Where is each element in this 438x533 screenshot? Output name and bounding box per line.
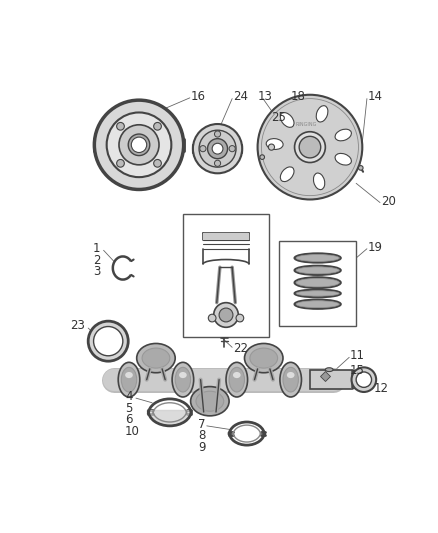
- Ellipse shape: [294, 277, 341, 288]
- Text: 16: 16: [191, 90, 205, 103]
- Text: 22: 22: [233, 342, 248, 356]
- Ellipse shape: [244, 343, 283, 373]
- Text: 19: 19: [367, 241, 383, 254]
- Text: 12: 12: [374, 382, 389, 395]
- Text: 13: 13: [258, 90, 272, 103]
- Circle shape: [212, 143, 223, 154]
- Ellipse shape: [287, 372, 294, 378]
- Ellipse shape: [294, 253, 341, 263]
- Ellipse shape: [314, 173, 325, 190]
- Text: 9: 9: [198, 441, 206, 454]
- Polygon shape: [352, 370, 364, 389]
- Ellipse shape: [283, 367, 298, 392]
- Bar: [183, 214, 269, 337]
- Text: 25: 25: [272, 111, 286, 124]
- Circle shape: [88, 321, 128, 361]
- Ellipse shape: [175, 367, 191, 392]
- Circle shape: [219, 308, 233, 322]
- Ellipse shape: [296, 278, 339, 287]
- Ellipse shape: [294, 265, 341, 275]
- Circle shape: [94, 100, 184, 189]
- Ellipse shape: [296, 267, 339, 274]
- Ellipse shape: [196, 391, 224, 411]
- Ellipse shape: [296, 290, 339, 296]
- Text: 14: 14: [367, 90, 383, 103]
- Circle shape: [260, 155, 265, 159]
- Polygon shape: [148, 410, 191, 426]
- Ellipse shape: [125, 372, 133, 378]
- Ellipse shape: [137, 343, 175, 373]
- Text: 4: 4: [125, 390, 133, 403]
- Circle shape: [356, 372, 371, 387]
- Circle shape: [107, 112, 171, 177]
- Circle shape: [193, 124, 242, 173]
- Circle shape: [215, 131, 221, 137]
- Circle shape: [128, 134, 150, 156]
- Circle shape: [358, 166, 363, 170]
- Text: 10: 10: [125, 425, 140, 438]
- Ellipse shape: [325, 368, 333, 372]
- Ellipse shape: [233, 372, 240, 378]
- Circle shape: [215, 160, 221, 166]
- Circle shape: [258, 95, 362, 199]
- Text: 23: 23: [70, 319, 85, 332]
- Bar: [279, 241, 356, 326]
- Text: 11: 11: [350, 349, 365, 361]
- Ellipse shape: [296, 255, 339, 262]
- Circle shape: [208, 314, 216, 322]
- Text: 7: 7: [198, 418, 206, 431]
- Text: 15: 15: [350, 364, 365, 377]
- Text: 8: 8: [198, 430, 206, 442]
- Circle shape: [154, 159, 161, 167]
- Circle shape: [236, 314, 244, 322]
- Circle shape: [119, 125, 159, 165]
- Ellipse shape: [226, 362, 247, 397]
- Circle shape: [268, 144, 275, 150]
- Ellipse shape: [294, 300, 341, 309]
- Bar: [203, 233, 249, 239]
- Text: 5: 5: [125, 402, 133, 415]
- Ellipse shape: [280, 167, 294, 182]
- Text: 18: 18: [291, 90, 306, 103]
- Text: 24: 24: [233, 90, 248, 103]
- Text: 3: 3: [93, 265, 100, 278]
- Ellipse shape: [296, 301, 339, 308]
- Circle shape: [154, 123, 161, 130]
- Circle shape: [200, 146, 206, 152]
- Circle shape: [208, 139, 228, 159]
- Circle shape: [117, 159, 124, 167]
- Circle shape: [214, 303, 238, 327]
- Ellipse shape: [172, 362, 194, 397]
- Ellipse shape: [294, 289, 341, 297]
- Ellipse shape: [335, 154, 351, 165]
- Ellipse shape: [191, 386, 229, 416]
- Text: 6: 6: [125, 413, 133, 426]
- Ellipse shape: [121, 367, 137, 392]
- Ellipse shape: [335, 129, 351, 141]
- Ellipse shape: [266, 139, 283, 149]
- Circle shape: [294, 132, 325, 163]
- Circle shape: [352, 367, 376, 392]
- Circle shape: [299, 136, 321, 158]
- Ellipse shape: [118, 362, 140, 397]
- Ellipse shape: [229, 367, 244, 392]
- Text: 20: 20: [381, 195, 396, 207]
- Circle shape: [117, 123, 124, 130]
- Circle shape: [229, 146, 235, 152]
- Ellipse shape: [179, 372, 187, 378]
- Circle shape: [131, 137, 147, 152]
- Ellipse shape: [250, 348, 278, 368]
- Ellipse shape: [280, 362, 301, 397]
- Bar: [310, 370, 352, 389]
- Ellipse shape: [316, 106, 328, 122]
- Text: RINGING: RINGING: [295, 122, 317, 126]
- Ellipse shape: [280, 112, 294, 127]
- Circle shape: [94, 327, 123, 356]
- Ellipse shape: [142, 348, 170, 368]
- Circle shape: [199, 130, 236, 167]
- Text: 2: 2: [93, 254, 100, 267]
- Text: 1: 1: [93, 243, 100, 255]
